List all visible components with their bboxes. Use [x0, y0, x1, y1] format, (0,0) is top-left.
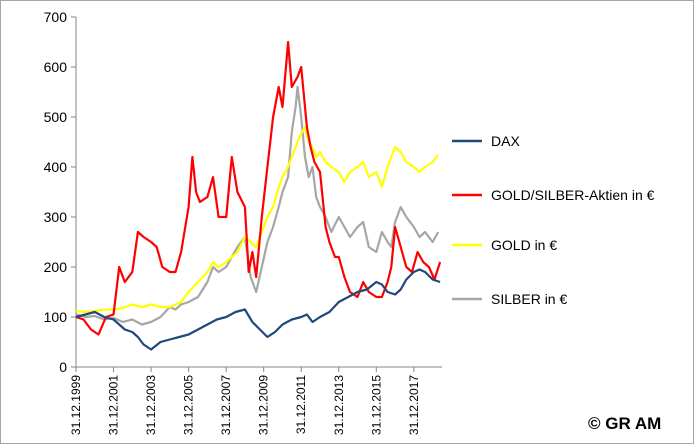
x-tick-label: 31.12.2009	[257, 375, 271, 435]
x-tick-label: 31.12.2015	[369, 375, 383, 435]
y-tick-label: 700	[44, 9, 68, 25]
x-axis: 31.12.1999 31.12.2001 31.12.2003 31.12.2005…	[69, 366, 442, 435]
y-tick-label: 500	[44, 109, 68, 125]
legend-label: GOLD in €	[491, 237, 557, 253]
y-tick-label: 0	[59, 359, 67, 375]
y-tick-label: 400	[44, 159, 68, 175]
x-tick-label: 31.12.2001	[107, 375, 121, 435]
x-tick-label: 31.12.2011	[294, 375, 308, 434]
legend-label: GOLD/SILBER-Aktien in €	[491, 187, 655, 203]
chart-series	[75, 40, 442, 351]
series-line-gold-silber-aktien-in	[75, 40, 442, 336]
x-tick-label: 31.12.2005	[182, 375, 196, 435]
y-tick-label: 100	[44, 309, 68, 325]
x-tick-label: 31.12.1999	[69, 375, 83, 435]
series-line-silber-in	[75, 85, 440, 326]
x-tick-label: 31.12.2007	[219, 375, 233, 435]
y-tick-label: 600	[44, 59, 68, 75]
y-tick-label: 300	[44, 209, 68, 225]
legend-label: DAX	[491, 133, 520, 149]
series-line-gold-in	[75, 125, 440, 314]
y-tick-label: 200	[44, 259, 68, 275]
y-axis: 0 100 200 300 400 500 600 700	[44, 9, 77, 375]
x-tick-label: 31.12.2013	[332, 375, 346, 435]
x-tick-label: 31.12.2003	[144, 375, 158, 435]
legend-label: SILBER in €	[491, 291, 567, 307]
x-tick-label: 31.12.2017	[407, 375, 421, 435]
chart-legend: DAX GOLD/SILBER-Aktien in € GOLD in € SILBE…	[452, 133, 655, 307]
copyright-label: © GR AM	[588, 414, 662, 433]
series-line-dax	[75, 268, 441, 351]
